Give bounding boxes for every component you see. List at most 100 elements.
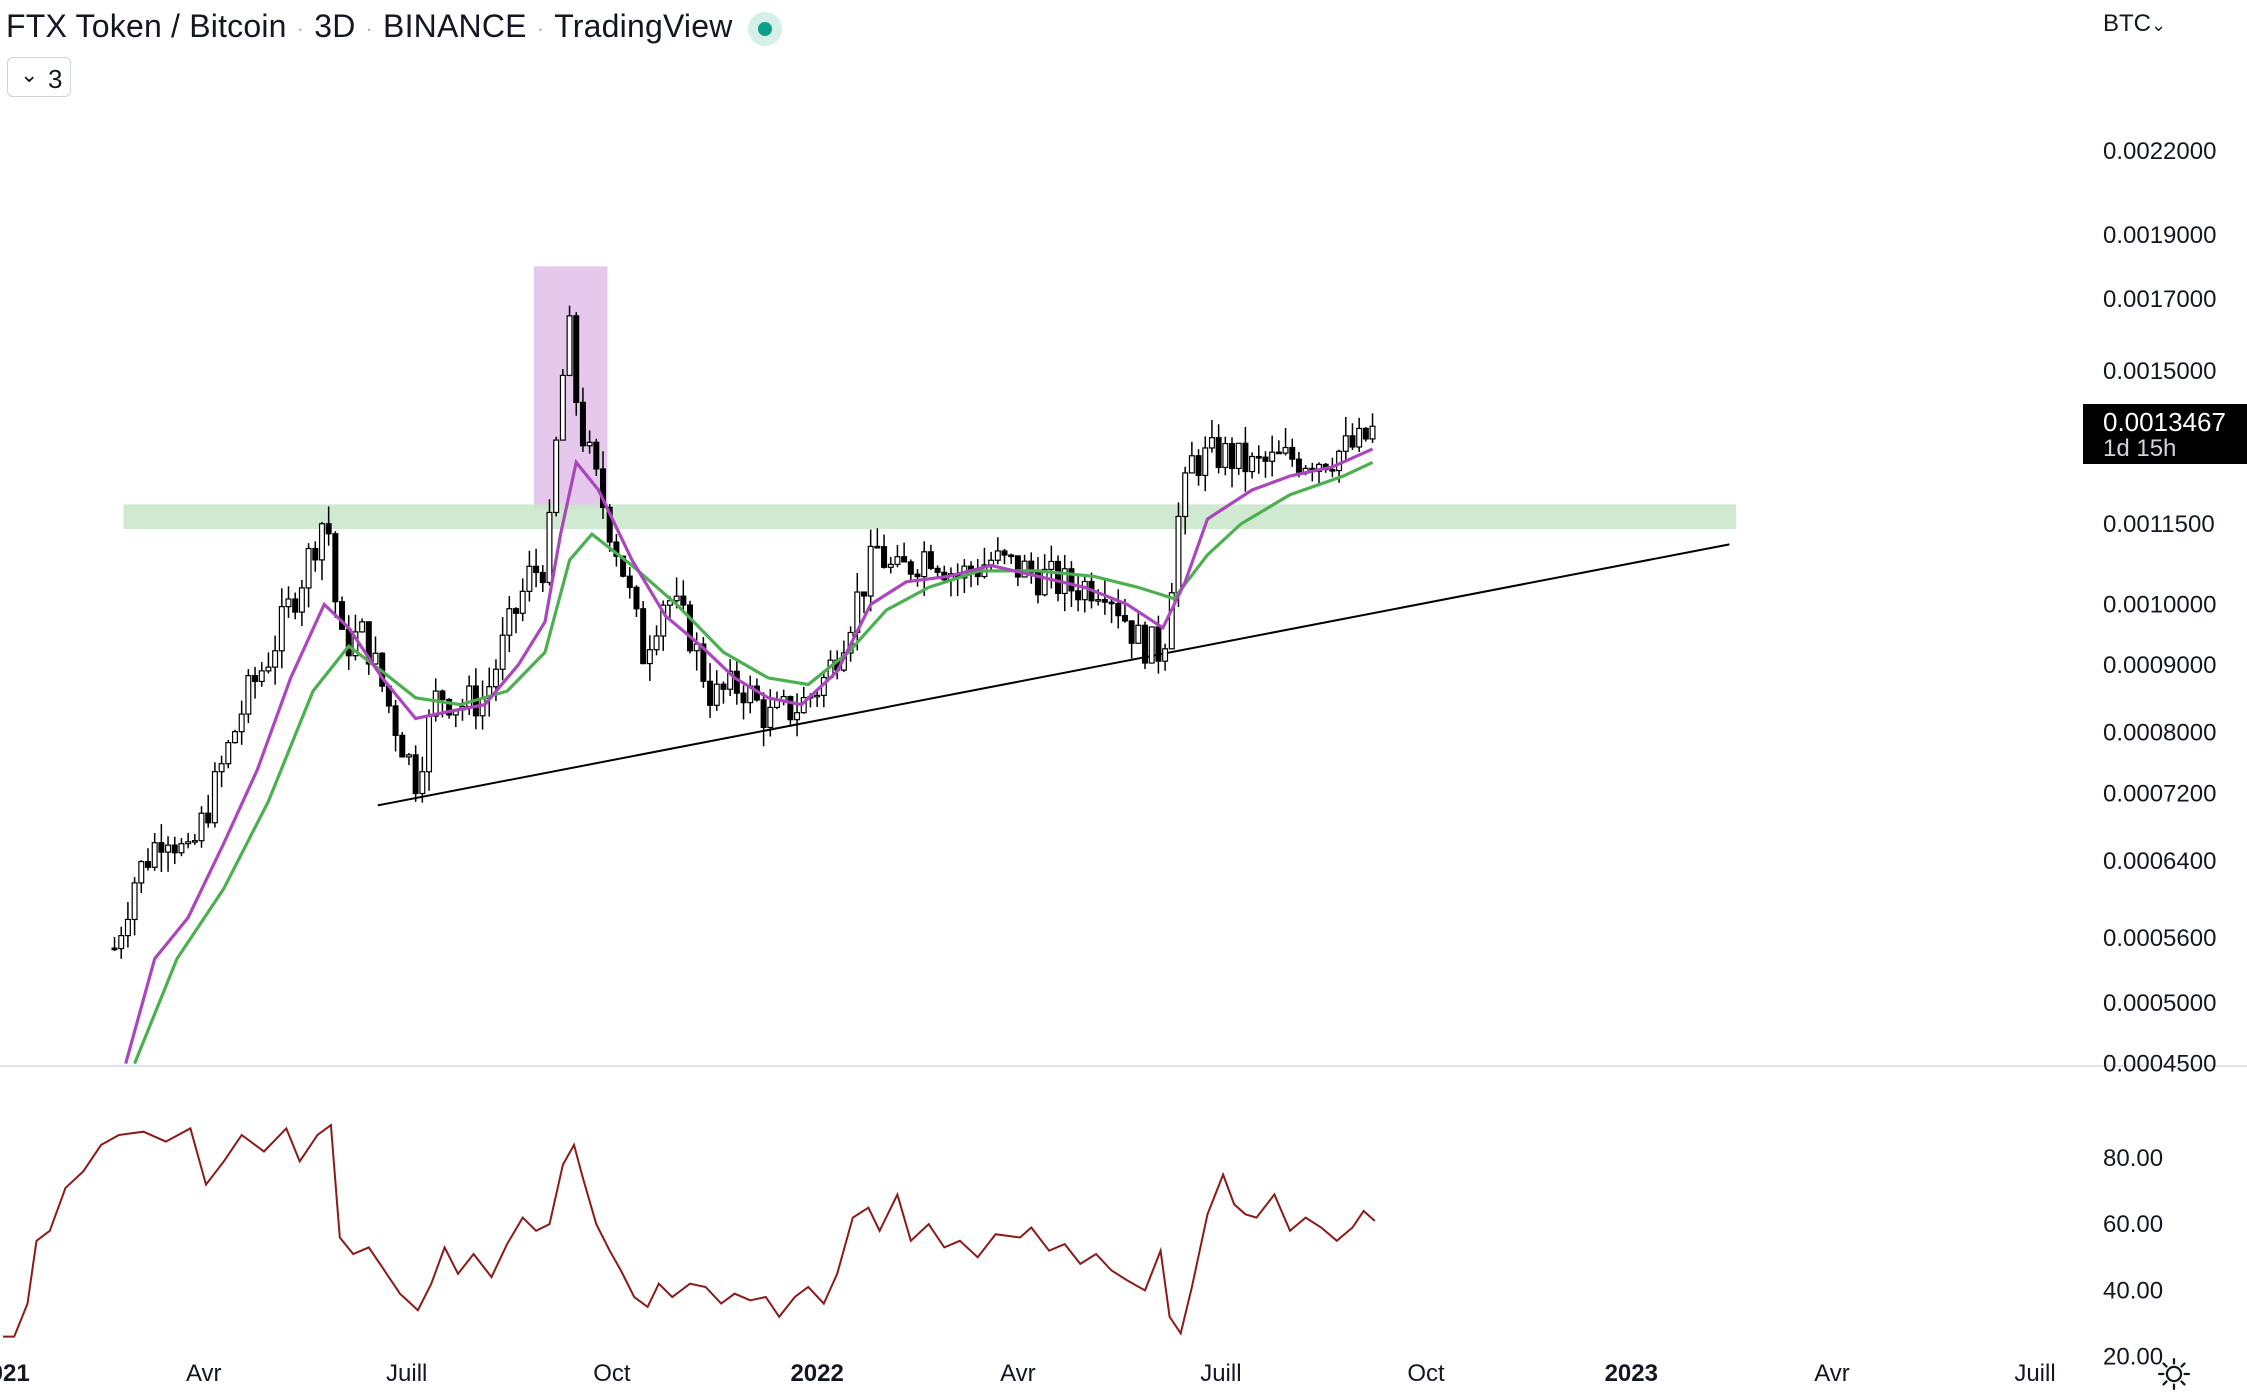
candle-body xyxy=(171,844,178,854)
interval-label[interactable]: 3D xyxy=(314,8,356,44)
rsi-axis-tick-label: 20.00 xyxy=(2103,1343,2163,1370)
rsi-line xyxy=(3,1123,1376,1338)
candle-body xyxy=(1055,560,1062,595)
price-axis-tick-label: 0.0007200 xyxy=(2103,780,2216,807)
candle-body xyxy=(245,675,252,715)
candle-body xyxy=(191,840,198,843)
candle-body xyxy=(499,634,506,670)
symbol-name[interactable]: FTX Token / Bitcoin xyxy=(6,8,287,44)
price-axis-tick-label: 0.0009000 xyxy=(2103,652,2216,679)
candle-body xyxy=(546,511,553,584)
gear-icon[interactable] xyxy=(2157,1357,2191,1391)
candle-body xyxy=(198,812,205,842)
price-axis-tick-label: 0.0011500 xyxy=(2103,511,2215,538)
candle-body xyxy=(626,575,633,588)
candle-body xyxy=(1195,455,1202,477)
candle-body xyxy=(124,918,131,937)
candle-body xyxy=(633,586,640,610)
candle-body xyxy=(1202,447,1209,477)
candle-body xyxy=(265,666,272,672)
candle-body xyxy=(660,604,667,637)
time-axis-tick-label: Oct xyxy=(593,1360,631,1387)
candle-body xyxy=(1242,442,1249,473)
candle-body xyxy=(914,573,921,578)
price-axis-tick-label: 0.0005600 xyxy=(2103,925,2216,952)
candle-body xyxy=(1349,435,1356,448)
candle-body xyxy=(640,608,647,665)
last-price-tag: 0.0013467 1d 15h xyxy=(2083,404,2247,464)
price-axis-tick-label: 0.0008000 xyxy=(2103,720,2216,747)
time-axis-tick-label: Juill xyxy=(2014,1360,2055,1387)
time-axis-tick-label: 2022 xyxy=(790,1360,843,1387)
candle-body xyxy=(205,812,212,824)
currency-selector[interactable]: BTC⌄ xyxy=(2103,10,2166,38)
symbol-title[interactable]: FTX Token / Bitcoin · 3D · BINANCE · TradingVi… xyxy=(6,8,733,44)
candle-body xyxy=(412,754,419,795)
price-axis-tick-label: 0.0005000 xyxy=(2103,990,2216,1017)
candle-body xyxy=(359,621,366,633)
candle-body xyxy=(1101,599,1108,603)
price-axis-tick-label: 0.0006400 xyxy=(2103,848,2216,875)
candle-body xyxy=(573,315,580,403)
candle-body xyxy=(1168,592,1175,650)
candle-body xyxy=(934,567,941,573)
candle-body xyxy=(1135,624,1142,644)
candle-body xyxy=(1075,590,1082,601)
candle-body xyxy=(733,670,740,694)
candle-body xyxy=(1249,455,1256,473)
price-axis-tick-label: 0.0019000 xyxy=(2103,222,2216,249)
candle-body xyxy=(325,523,332,535)
candle-body xyxy=(1369,425,1376,440)
candle-body xyxy=(399,734,406,758)
candle-body xyxy=(1255,455,1262,459)
candle-body xyxy=(901,556,908,563)
candle-body xyxy=(312,547,319,561)
candle-body xyxy=(1362,427,1369,440)
candle-body xyxy=(144,860,151,868)
candle-body xyxy=(907,561,914,575)
candle-body xyxy=(405,754,412,758)
candle-body xyxy=(874,545,881,549)
candle-body xyxy=(1014,555,1021,578)
candle-body xyxy=(211,771,218,824)
candle-body xyxy=(446,698,453,716)
candle-body xyxy=(673,595,680,602)
candle-body xyxy=(579,401,586,447)
candle-body xyxy=(292,598,299,613)
candle-body xyxy=(1028,560,1035,574)
time-axis-tick-label: Juill xyxy=(386,1360,427,1387)
candle-body xyxy=(1188,455,1195,474)
candle-body xyxy=(151,842,158,868)
candle-body xyxy=(513,608,520,614)
candle-body xyxy=(994,550,1001,561)
candle-body xyxy=(1342,435,1349,452)
candle-body xyxy=(727,670,734,690)
candle-body xyxy=(814,694,821,698)
candle-body xyxy=(238,713,245,733)
candle-body xyxy=(1155,626,1162,662)
candle-body xyxy=(533,565,540,574)
candle-body xyxy=(1235,442,1242,470)
candle-body xyxy=(707,680,714,706)
candle-body xyxy=(392,705,399,736)
chevron-down-icon: ⌄ xyxy=(20,62,39,87)
indicators-toggle-button[interactable]: ⌄ 3 xyxy=(7,57,71,97)
currency-label: BTC xyxy=(2103,10,2151,37)
candle-body xyxy=(285,598,292,608)
ascending-trendline xyxy=(377,543,1730,807)
candle-body xyxy=(1048,560,1055,571)
candle-body xyxy=(439,690,446,701)
candle-body xyxy=(593,441,600,470)
candle-body xyxy=(860,591,867,597)
price-axis-tick-label: 0.0010000 xyxy=(2103,591,2216,618)
candle-body xyxy=(365,621,372,665)
indicators-count: 3 xyxy=(48,64,63,94)
candle-body xyxy=(1041,568,1048,596)
candle-body xyxy=(1336,450,1343,472)
candle-body xyxy=(305,547,312,589)
candle-body xyxy=(1269,451,1276,462)
time-axis-tick-label: Avr xyxy=(186,1360,222,1387)
candle-body xyxy=(867,545,874,597)
candle-body xyxy=(646,649,653,665)
